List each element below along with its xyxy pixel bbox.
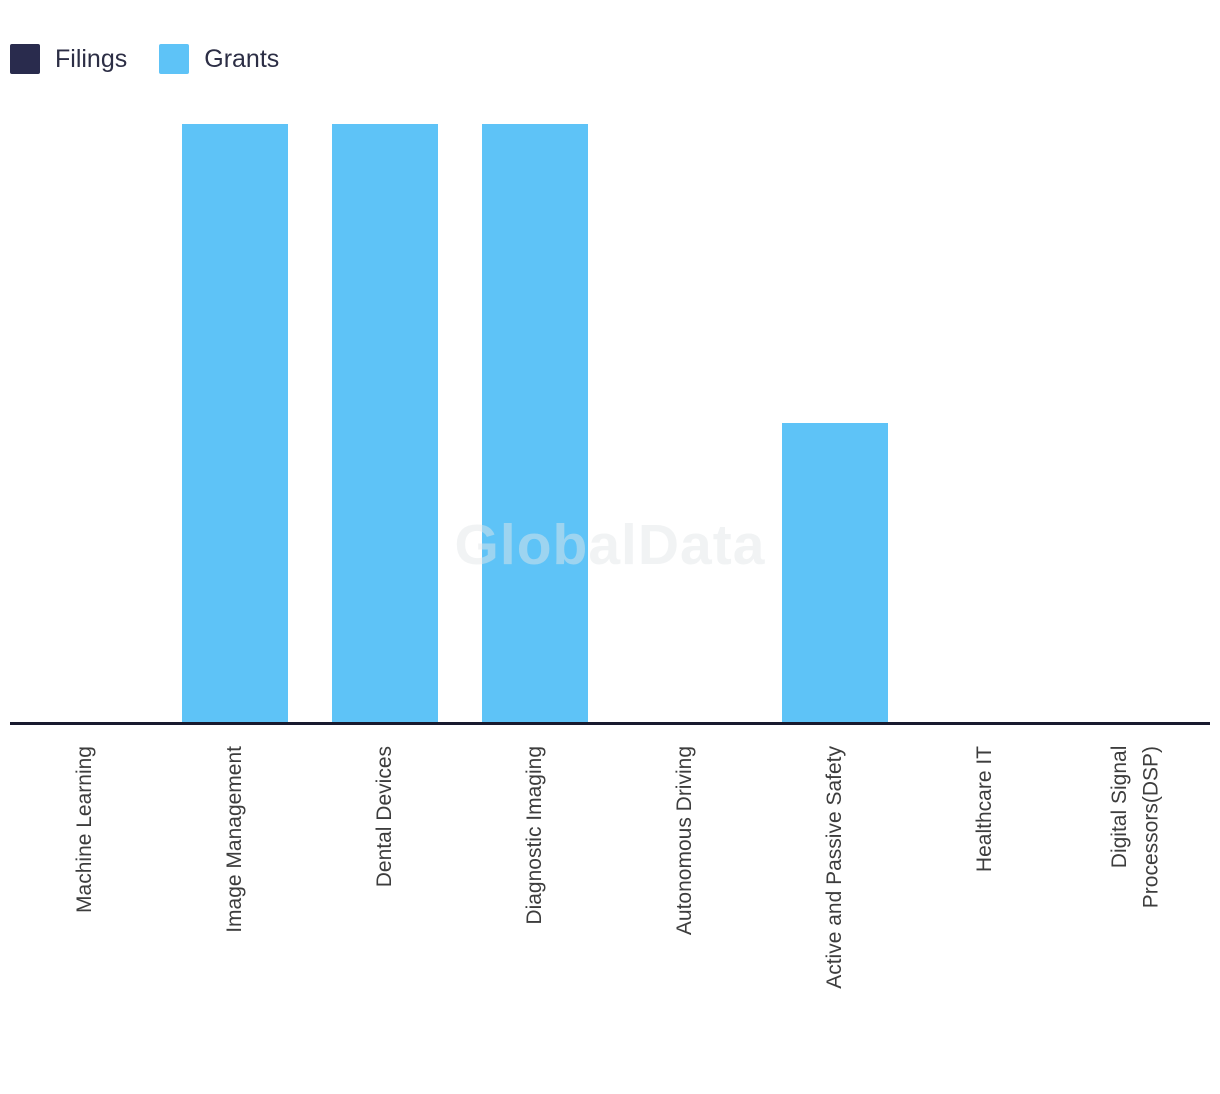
bar-slot (760, 124, 910, 722)
bar-grants[interactable] (332, 124, 438, 722)
legend-item-filings[interactable]: Filings (10, 44, 127, 74)
category-label-slot: Autonomous Driving (610, 746, 760, 935)
legend-label-filings: Filings (55, 44, 128, 73)
category-label: Dental Devices (373, 746, 397, 888)
legend-label-grants: Grants (204, 44, 280, 73)
bar-slot (10, 124, 160, 722)
category-label-slot: Active and Passive Safety (760, 746, 910, 989)
category-label: Digital Signal Processors(DSP) (1107, 746, 1163, 909)
grants-swatch-icon (159, 44, 190, 74)
bar-stack (332, 124, 438, 722)
bar-grants[interactable] (482, 124, 588, 722)
plot-area (10, 124, 1210, 722)
bar-slot (1060, 124, 1210, 722)
category-label-slot: Image Management (160, 746, 310, 933)
bar-grants[interactable] (182, 124, 288, 722)
category-label-slot: Diagnostic Imaging (460, 746, 610, 925)
category-label: Autonomous Driving (673, 746, 697, 936)
bar-slot (610, 124, 760, 722)
bar-stack (482, 124, 588, 722)
filings-swatch-icon (10, 44, 40, 74)
bar-slot (160, 124, 310, 722)
category-label: Machine Learning (73, 746, 97, 913)
category-label-slot: Digital Signal Processors(DSP) (1060, 746, 1210, 908)
category-label: Diagnostic Imaging (523, 746, 547, 925)
bar-stack (782, 423, 888, 722)
bar-slot (460, 124, 610, 722)
bar-slot (910, 124, 1060, 722)
bar-stack (182, 124, 288, 722)
category-label: Active and Passive Safety (823, 746, 847, 989)
bar-grants[interactable] (782, 423, 888, 722)
category-label-slot: Machine Learning (10, 746, 160, 913)
category-label: Healthcare IT (973, 746, 997, 873)
category-label-slot: Healthcare IT (910, 746, 1060, 872)
bar-slot (310, 124, 460, 722)
category-label-slot: Dental Devices (310, 746, 460, 887)
chart-legend: Filings Grants (10, 44, 279, 74)
legend-item-grants[interactable]: Grants (159, 44, 279, 74)
category-labels: Machine Learning Image Management Dental D… (10, 746, 1210, 989)
category-label: Image Management (223, 746, 247, 933)
x-axis-line (10, 722, 1210, 725)
